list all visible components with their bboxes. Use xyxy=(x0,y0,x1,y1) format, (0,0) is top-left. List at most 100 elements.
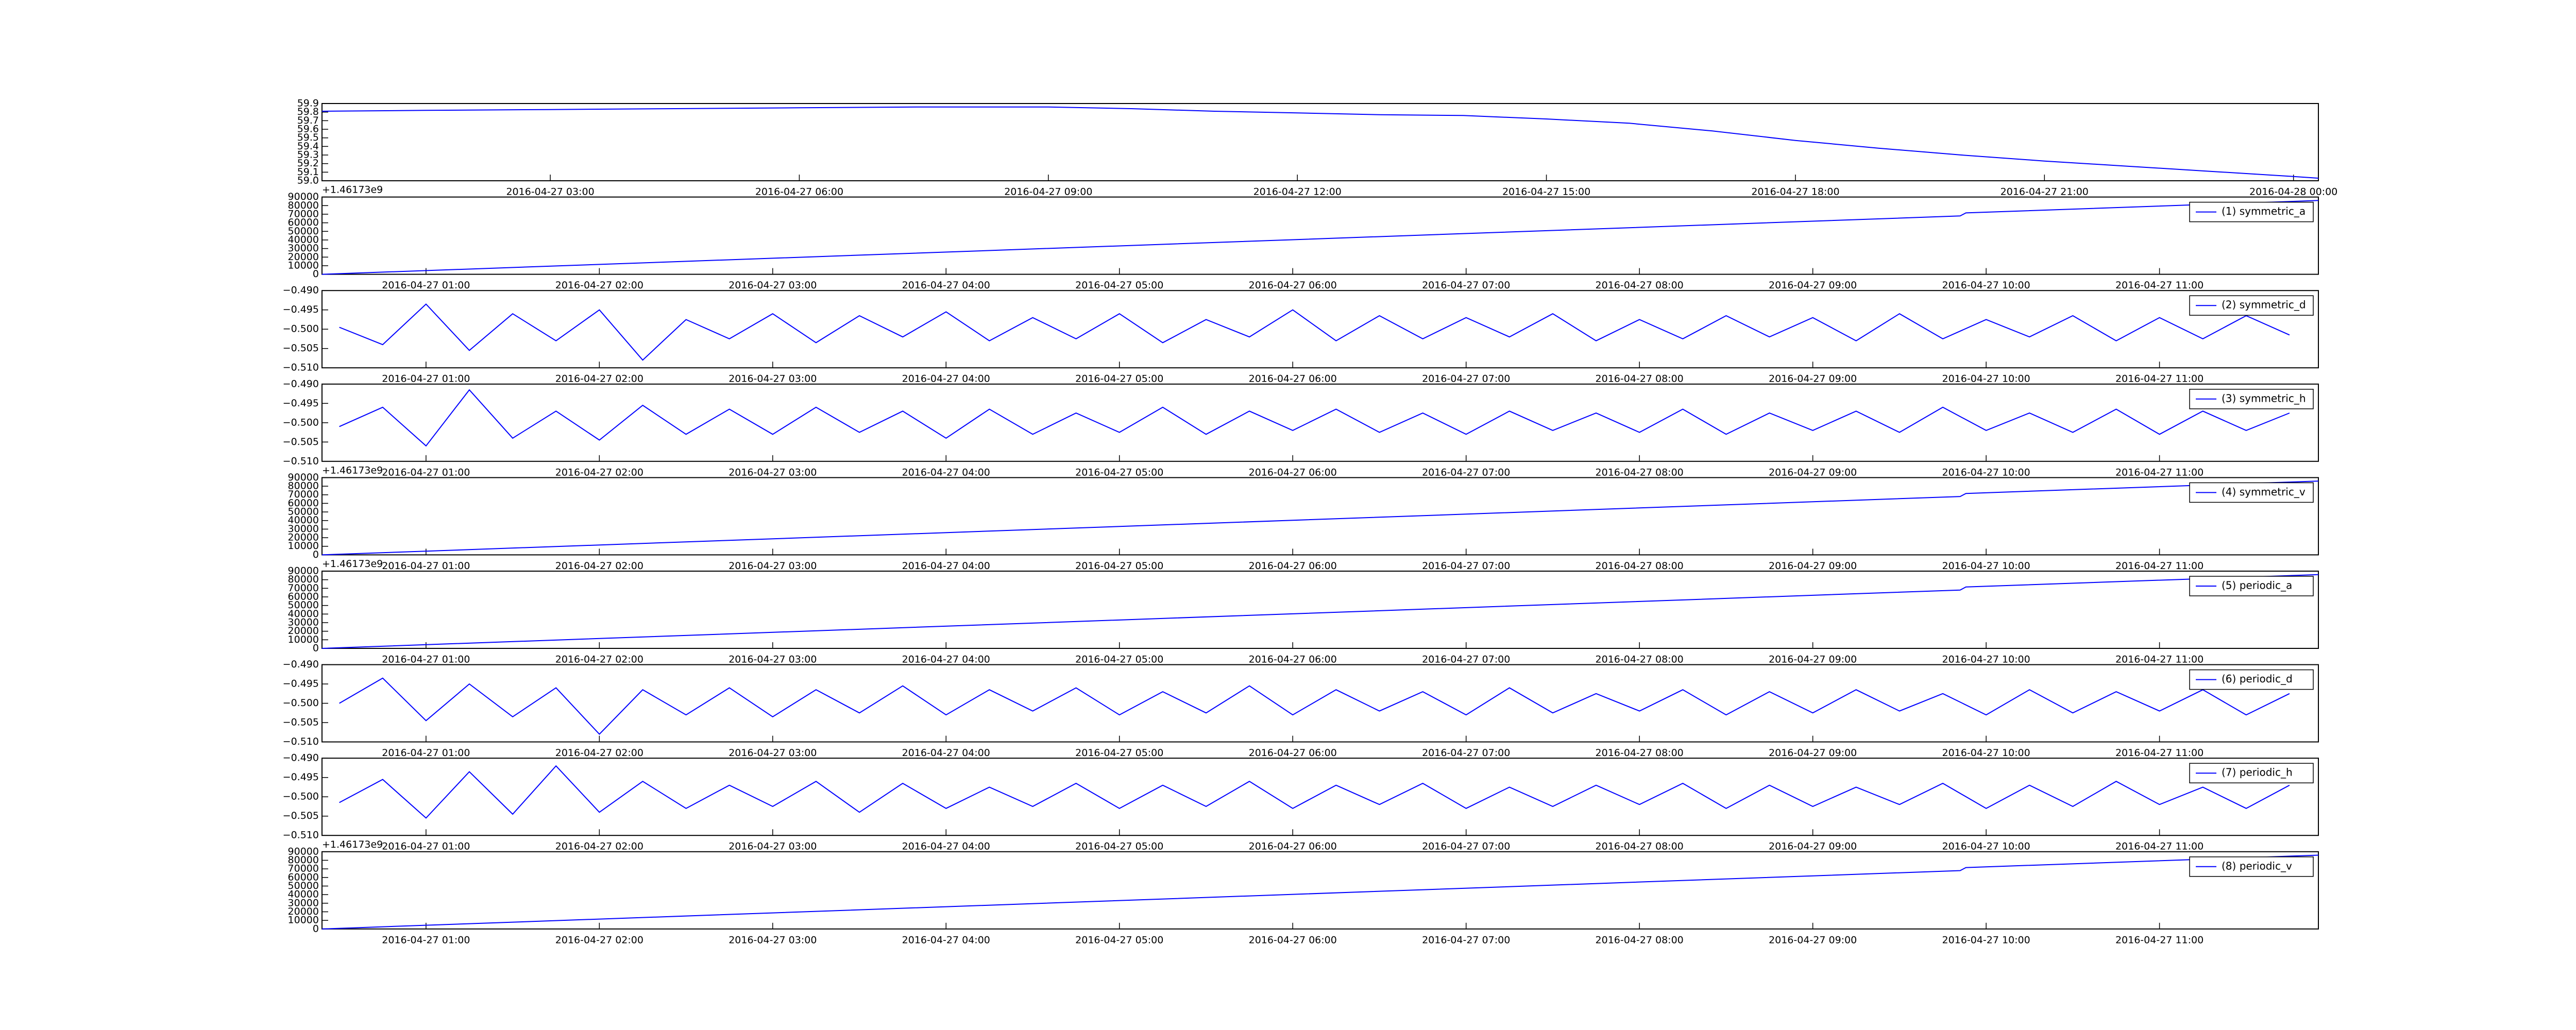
y-tick-label: 80000 xyxy=(288,854,319,866)
axes-frame xyxy=(321,664,2319,743)
x-tick-label: 2016-04-27 09:00 xyxy=(1769,934,1857,946)
offset-text: +1.46173e9 xyxy=(322,839,383,850)
x-tick-label: 2016-04-27 09:00 xyxy=(1769,747,1857,759)
data-line xyxy=(339,765,2290,819)
x-tick-label: 2016-04-27 09:00 xyxy=(1769,560,1857,572)
y-tick-label: 70000 xyxy=(288,489,319,500)
axes-frame xyxy=(321,851,2319,930)
x-tick-label: 2016-04-27 10:00 xyxy=(1942,934,2030,946)
y-tick-label: 60000 xyxy=(288,497,319,509)
axes-frame xyxy=(321,477,2319,556)
x-tick-label: 2016-04-27 10:00 xyxy=(1942,841,2030,852)
x-tick-label: 2016-04-27 05:00 xyxy=(1075,560,1163,572)
x-tick-label: 2016-04-27 02:00 xyxy=(555,467,643,478)
x-tick-label: 2016-04-27 10:00 xyxy=(1942,560,2030,572)
x-tick-label: 2016-04-27 01:00 xyxy=(382,373,470,385)
y-tick-label: 30000 xyxy=(288,523,319,535)
x-tick-label: 2016-04-27 08:00 xyxy=(1596,841,1684,852)
legend-label: (8) periodic_v xyxy=(2222,860,2292,872)
y-tick-label: 60000 xyxy=(288,871,319,883)
x-tick-label: 2016-04-27 21:00 xyxy=(2001,186,2089,198)
x-tick-label: 2016-04-27 05:00 xyxy=(1075,654,1163,665)
y-tick-label: 80000 xyxy=(288,574,319,585)
x-tick-label: 2016-04-28 00:00 xyxy=(2249,186,2337,198)
y-tick-label: 59.1 xyxy=(297,166,319,178)
y-tick-label: −0.505 xyxy=(283,810,319,821)
y-tick-label: 60000 xyxy=(288,591,319,603)
y-tick-label: 50000 xyxy=(288,599,319,611)
x-tick-label: 2016-04-27 06:00 xyxy=(1249,467,1337,478)
offset-text: +1.46173e9 xyxy=(322,558,383,570)
y-tick-label: −0.500 xyxy=(283,323,319,335)
y-tick-label: −0.510 xyxy=(283,455,319,467)
y-tick-label: 90000 xyxy=(288,472,319,483)
y-tick-label: 10000 xyxy=(288,260,319,271)
y-tick-label: 0 xyxy=(313,643,319,654)
y-tick-label: −0.500 xyxy=(283,417,319,428)
y-tick-label: 60000 xyxy=(288,217,319,228)
x-tick-label: 2016-04-27 09:00 xyxy=(1769,280,1857,291)
x-tick-label: 2016-04-27 04:00 xyxy=(902,747,990,759)
data-line xyxy=(321,106,2319,179)
y-tick-label: 59.5 xyxy=(297,132,319,143)
x-tick-label: 2016-04-27 07:00 xyxy=(1422,841,1510,852)
x-tick-label: 2016-04-27 08:00 xyxy=(1596,467,1684,478)
y-tick-label: 40000 xyxy=(288,234,319,245)
y-tick-label: −0.490 xyxy=(283,285,319,296)
y-tick-label: 59.0 xyxy=(297,175,319,186)
y-tick-label: 0 xyxy=(313,923,319,934)
y-tick-label: 20000 xyxy=(288,906,319,917)
x-tick-label: 2016-04-27 09:00 xyxy=(1004,186,1092,198)
legend-label: (4) symmetric_v xyxy=(2222,486,2306,498)
x-tick-label: 2016-04-27 11:00 xyxy=(2115,654,2204,665)
y-tick-label: −0.490 xyxy=(283,752,319,764)
y-tick-label: −0.500 xyxy=(283,697,319,709)
y-tick-label: 70000 xyxy=(288,863,319,874)
x-tick-label: 2016-04-27 10:00 xyxy=(1942,467,2030,478)
x-tick-label: 2016-04-27 02:00 xyxy=(555,747,643,759)
y-tick-label: 70000 xyxy=(288,582,319,594)
y-tick-label: 20000 xyxy=(288,532,319,543)
y-tick-label: 50000 xyxy=(288,226,319,237)
x-tick-label: 2016-04-27 02:00 xyxy=(555,654,643,665)
x-tick-label: 2016-04-27 11:00 xyxy=(2115,467,2204,478)
x-tick-label: 2016-04-27 03:00 xyxy=(728,654,817,665)
y-tick-label: 59.8 xyxy=(297,106,319,117)
data-line xyxy=(321,574,2319,649)
y-tick-label: 90000 xyxy=(288,846,319,857)
x-tick-label: 2016-04-27 02:00 xyxy=(555,373,643,385)
axes-frame xyxy=(321,103,2319,181)
x-tick-label: 2016-04-27 01:00 xyxy=(382,467,470,478)
x-tick-label: 2016-04-27 01:00 xyxy=(382,934,470,946)
y-tick-label: 59.2 xyxy=(297,158,319,169)
x-tick-label: 2016-04-27 03:00 xyxy=(728,280,817,291)
x-tick-label: 2016-04-27 02:00 xyxy=(555,280,643,291)
data-line xyxy=(339,677,2290,735)
legend-label: (7) periodic_h xyxy=(2222,766,2293,779)
x-tick-label: 2016-04-27 10:00 xyxy=(1942,280,2030,291)
x-tick-label: 2016-04-27 03:00 xyxy=(728,934,817,946)
y-tick-label: −0.505 xyxy=(283,342,319,354)
x-tick-label: 2016-04-27 02:00 xyxy=(555,841,643,852)
y-tick-label: 30000 xyxy=(288,897,319,908)
x-tick-label: 2016-04-27 08:00 xyxy=(1596,654,1684,665)
x-tick-label: 2016-04-27 08:00 xyxy=(1596,280,1684,291)
y-tick-label: 40000 xyxy=(288,608,319,620)
y-tick-label: 50000 xyxy=(288,880,319,891)
x-tick-label: 2016-04-27 11:00 xyxy=(2115,841,2204,852)
x-tick-label: 2016-04-27 04:00 xyxy=(902,280,990,291)
x-tick-label: 2016-04-27 06:00 xyxy=(1249,841,1337,852)
x-tick-label: 2016-04-27 03:00 xyxy=(506,186,594,198)
data-line xyxy=(339,389,2290,447)
x-tick-label: 2016-04-27 06:00 xyxy=(1249,934,1337,946)
y-tick-label: 50000 xyxy=(288,506,319,518)
x-tick-label: 2016-04-27 04:00 xyxy=(902,373,990,385)
x-tick-label: 2016-04-27 06:00 xyxy=(1249,560,1337,572)
x-tick-label: 2016-04-27 06:00 xyxy=(1249,373,1337,385)
y-tick-label: 30000 xyxy=(288,243,319,254)
x-tick-label: 2016-04-27 03:00 xyxy=(728,841,817,852)
y-tick-label: 59.7 xyxy=(297,115,319,126)
x-tick-label: 2016-04-27 04:00 xyxy=(902,841,990,852)
x-tick-label: 2016-04-27 06:00 xyxy=(755,186,843,198)
